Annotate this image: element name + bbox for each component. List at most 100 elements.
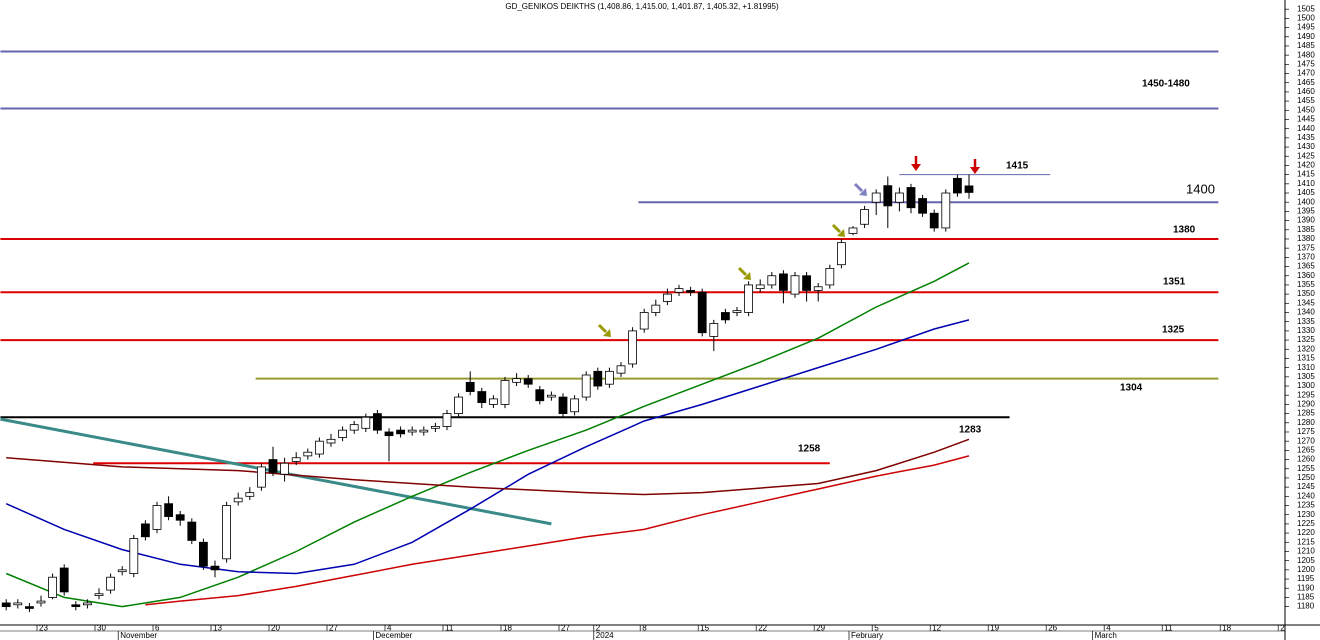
y-tick-label: 1405 [1297, 188, 1315, 197]
candle-body [767, 275, 777, 286]
y-tick-label: 1280 [1297, 418, 1315, 427]
candle-body [721, 312, 730, 321]
candle-body [605, 370, 614, 385]
y-tick-label: 1340 [1297, 308, 1315, 317]
candle-body [407, 429, 417, 433]
y-tick-label: 1345 [1297, 298, 1315, 307]
candle-body [419, 429, 429, 433]
x-tick-label: 11 [445, 624, 454, 633]
candle-body [338, 429, 348, 438]
candle-body [314, 440, 324, 455]
y-tick-label: 1505 [1297, 4, 1315, 13]
y-tick-label: 1395 [1297, 207, 1315, 216]
y-tick-label: 1440 [1297, 124, 1315, 133]
y-tick-label: 1450 [1297, 105, 1315, 114]
candle-body [71, 604, 81, 608]
candle-body [523, 378, 533, 385]
candle-body [639, 312, 649, 330]
candle-body [291, 457, 301, 462]
x-tick-label: 20 [271, 624, 280, 633]
y-tick-label: 1210 [1297, 547, 1315, 556]
candle-body [59, 567, 69, 593]
moving-average [6, 438, 970, 496]
candle-body [558, 396, 568, 415]
candle-body [164, 503, 174, 517]
candle-body [106, 576, 115, 591]
y-tick-label: 1480 [1297, 50, 1315, 59]
x-tick-label: 18 [503, 624, 512, 633]
level-label: 1400 [1186, 181, 1215, 196]
x-tick-label: 22 [758, 624, 767, 633]
arrow [911, 156, 921, 171]
candle-body [871, 192, 881, 203]
candle-body [372, 413, 382, 431]
candle-body [512, 378, 521, 383]
x-tick-label: 29 [816, 624, 825, 633]
x-tick-label: 6 [155, 624, 160, 633]
candle-body [83, 602, 92, 606]
y-tick-label: 1475 [1297, 59, 1315, 68]
y-tick-label: 1390 [1297, 216, 1315, 225]
level-label: 1415 [1006, 161, 1029, 172]
y-tick-label: 1235 [1297, 501, 1315, 510]
candle-body [570, 398, 579, 413]
candle-body [535, 389, 545, 402]
y-tick-label: 1500 [1297, 13, 1315, 22]
y-tick-label: 1425 [1297, 151, 1315, 160]
x-tick-label: 27 [561, 624, 570, 633]
y-tick-label: 1245 [1297, 482, 1315, 491]
candle-body [860, 209, 869, 225]
y-tick-label: 1360 [1297, 271, 1315, 280]
y-tick-label: 1320 [1297, 344, 1315, 353]
x-tick-label: 12 [932, 624, 941, 633]
candle-body [152, 505, 162, 530]
level-label: 1325 [1162, 325, 1185, 336]
y-tick-label: 1255 [1297, 464, 1315, 473]
candle-body [802, 275, 811, 291]
x-tick-label: 13 [213, 624, 222, 633]
candle-body [465, 381, 475, 392]
y-tick-label: 1335 [1297, 317, 1315, 326]
candle-body [384, 431, 394, 437]
x-tick-label: 4 [1106, 624, 1111, 633]
candle-body [268, 459, 278, 473]
y-tick-label: 1325 [1297, 335, 1315, 344]
candle-body [837, 242, 846, 266]
candle-body [396, 429, 406, 435]
candle-body [906, 187, 916, 209]
candle-body [628, 330, 637, 365]
y-tick-label: 1230 [1297, 510, 1315, 519]
y-tick-label: 1430 [1297, 142, 1315, 151]
y-tick-label: 1205 [1297, 556, 1315, 565]
y-tick-label: 1465 [1297, 78, 1315, 87]
y-tick-label: 1355 [1297, 280, 1315, 289]
y-tick-label: 1225 [1297, 519, 1315, 528]
x-tick-label: 2 [1280, 624, 1285, 633]
y-tick-label: 1330 [1297, 326, 1315, 335]
candle-body [779, 273, 788, 291]
level-label: 1283 [959, 425, 982, 436]
candle-body [686, 290, 695, 293]
x-tick-label: 11 [1164, 624, 1173, 633]
y-tick-label: 1400 [1297, 197, 1315, 206]
y-tick-label: 1350 [1297, 289, 1315, 298]
candle-body [813, 286, 823, 291]
level-label: 1380 [1173, 225, 1196, 236]
y-tick-label: 1420 [1297, 161, 1315, 170]
y-tick-label: 1310 [1297, 363, 1315, 372]
candle-body [883, 185, 893, 207]
candle-body [616, 365, 626, 374]
candle-body [175, 514, 185, 521]
candle-body [140, 523, 150, 538]
candle-body [790, 275, 800, 295]
y-tick-label: 1180 [1297, 602, 1315, 611]
candle-body [593, 370, 603, 387]
y-tick-label: 1410 [1297, 179, 1315, 188]
candle-body [442, 413, 452, 427]
arrow [737, 266, 751, 280]
candle-body [663, 293, 672, 302]
y-tick-label: 1215 [1297, 537, 1315, 546]
month-label: 2024 [596, 631, 614, 640]
